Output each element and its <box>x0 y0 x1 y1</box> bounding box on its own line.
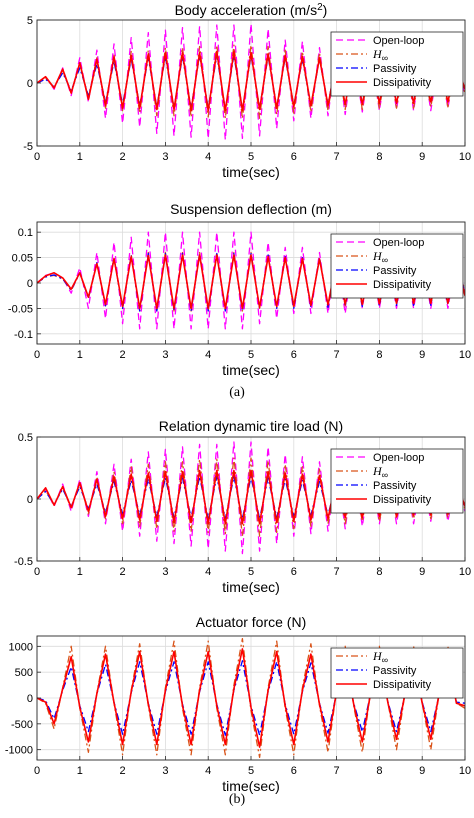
x-tick-label: 0 <box>34 566 40 578</box>
legend <box>330 31 464 97</box>
y-tick-label: -500 <box>11 719 33 731</box>
chart-title: Relation dynamic tire load (N) <box>159 418 343 434</box>
x-tick-label: 3 <box>162 151 168 163</box>
legend-entry-dissipativity: Dissipativity <box>373 679 432 691</box>
legend-entry-h_inf: H∞ <box>372 649 388 665</box>
x-tick-label: 8 <box>376 765 382 777</box>
legend <box>330 448 464 514</box>
x-axis-label: time(sec) <box>222 164 280 180</box>
y-tick-label: -5 <box>23 141 33 153</box>
chart-title: Body acceleration (m/s2) <box>175 2 328 18</box>
chart-title: Suspension deflection (m) <box>170 201 332 217</box>
x-axis-label: time(sec) <box>222 579 280 595</box>
x-tick-label: 6 <box>291 151 297 163</box>
legend-entry-h_inf: H∞ <box>372 249 388 265</box>
x-tick-label: 1 <box>77 765 83 777</box>
x-tick-label: 3 <box>162 765 168 777</box>
chart-body-acceleration: Body acceleration (m/s2)0 1 2 3 4 5 6 7 8 9 10-505… <box>23 2 471 180</box>
x-tick-label: 5 <box>248 151 254 163</box>
legend-entry-passivity: Passivity <box>373 63 417 75</box>
x-tick-label: 2 <box>120 566 126 578</box>
x-tick-label: 0 <box>34 765 40 777</box>
y-tick-label: 0.5 <box>18 432 33 444</box>
legend-entry-h_inf: H∞ <box>372 47 388 63</box>
legend-entry-passivity: Passivity <box>373 265 417 277</box>
x-tick-label: 4 <box>205 349 211 361</box>
caption-b: (b) <box>229 792 246 807</box>
x-axis-label: time(sec) <box>222 778 280 794</box>
legend <box>330 233 464 299</box>
legend-entry-passivity: Passivity <box>373 480 417 492</box>
x-tick-label: 8 <box>376 151 382 163</box>
x-tick-label: 8 <box>376 349 382 361</box>
series-line-dissipativity <box>37 648 465 748</box>
x-tick-label: 9 <box>419 151 425 163</box>
y-tick-label: -0.5 <box>14 556 33 568</box>
x-tick-label: 6 <box>291 566 297 578</box>
legend-entry-open_loop: Open-loop <box>373 452 424 464</box>
x-tick-label: 3 <box>162 566 168 578</box>
x-tick-label: 0 <box>34 349 40 361</box>
y-tick-label: 1000 <box>9 641 33 653</box>
legend-entry-passivity: Passivity <box>373 665 417 677</box>
x-tick-label: 5 <box>248 566 254 578</box>
chart-title: Actuator force (N) <box>196 614 306 630</box>
legend-entry-open_loop: Open-loop <box>373 35 424 47</box>
y-tick-label: -0.1 <box>14 329 33 341</box>
x-tick-label: 5 <box>248 349 254 361</box>
x-tick-label: 0 <box>34 151 40 163</box>
chart-dynamic-tire-load: Relation dynamic tire load (N) 0 1 2 3 4 5 6 7 8 9… <box>14 418 471 595</box>
x-tick-label: 10 <box>459 151 471 163</box>
x-tick-label: 2 <box>120 349 126 361</box>
y-tick-label: 0 <box>27 278 33 290</box>
chart-actuator-force: Actuator force (N) 0 1 2 3 4 5 6 7 8 9 10 -1000 -500 0… <box>5 614 471 794</box>
legend-entry-h_inf: H∞ <box>372 464 388 480</box>
x-tick-label: 7 <box>334 151 340 163</box>
x-tick-label: 6 <box>291 349 297 361</box>
x-tick-label: 6 <box>291 765 297 777</box>
x-tick-label: 9 <box>419 566 425 578</box>
legend-entry-open_loop: Open-loop <box>373 237 424 249</box>
x-tick-label: 4 <box>205 765 211 777</box>
y-tick-label: 5 <box>27 15 33 27</box>
x-axis-label: time(sec) <box>222 362 280 378</box>
chart-suspension-deflection: Suspension deflection (m) 0 1 2 3 4 5 6 7 8 9 10 -0.… <box>8 201 471 378</box>
y-tick-label: -1000 <box>5 745 33 757</box>
x-tick-label: 7 <box>334 566 340 578</box>
y-tick-label: 500 <box>15 667 33 679</box>
x-tick-label: 9 <box>419 349 425 361</box>
y-tick-label: 0 <box>27 494 33 506</box>
y-tick-label: -0.05 <box>8 303 33 315</box>
legend-entry-dissipativity: Dissipativity <box>373 494 432 506</box>
series-line-h_inf <box>37 457 465 537</box>
x-tick-label: 7 <box>334 765 340 777</box>
x-tick-label: 2 <box>120 765 126 777</box>
x-tick-label: 4 <box>205 151 211 163</box>
x-tick-label: 4 <box>205 566 211 578</box>
x-tick-label: 1 <box>77 566 83 578</box>
x-tick-label: 7 <box>334 349 340 361</box>
x-tick-label: 2 <box>120 151 126 163</box>
x-tick-label: 10 <box>459 349 471 361</box>
x-tick-label: 10 <box>459 765 471 777</box>
y-tick-label: 0.05 <box>12 253 33 265</box>
x-tick-label: 10 <box>459 566 471 578</box>
x-tick-label: 3 <box>162 349 168 361</box>
x-tick-label: 1 <box>77 349 83 361</box>
x-tick-label: 1 <box>77 151 83 163</box>
x-tick-label: 9 <box>419 765 425 777</box>
legend-entry-dissipativity: Dissipativity <box>373 279 432 291</box>
y-tick-label: 0 <box>27 693 33 705</box>
x-tick-label: 5 <box>248 765 254 777</box>
x-tick-label: 8 <box>376 566 382 578</box>
legend-entry-dissipativity: Dissipativity <box>373 77 432 89</box>
caption-a: (a) <box>229 385 245 400</box>
y-tick-label: 0 <box>27 78 33 90</box>
y-tick-label: 0.1 <box>18 227 33 239</box>
